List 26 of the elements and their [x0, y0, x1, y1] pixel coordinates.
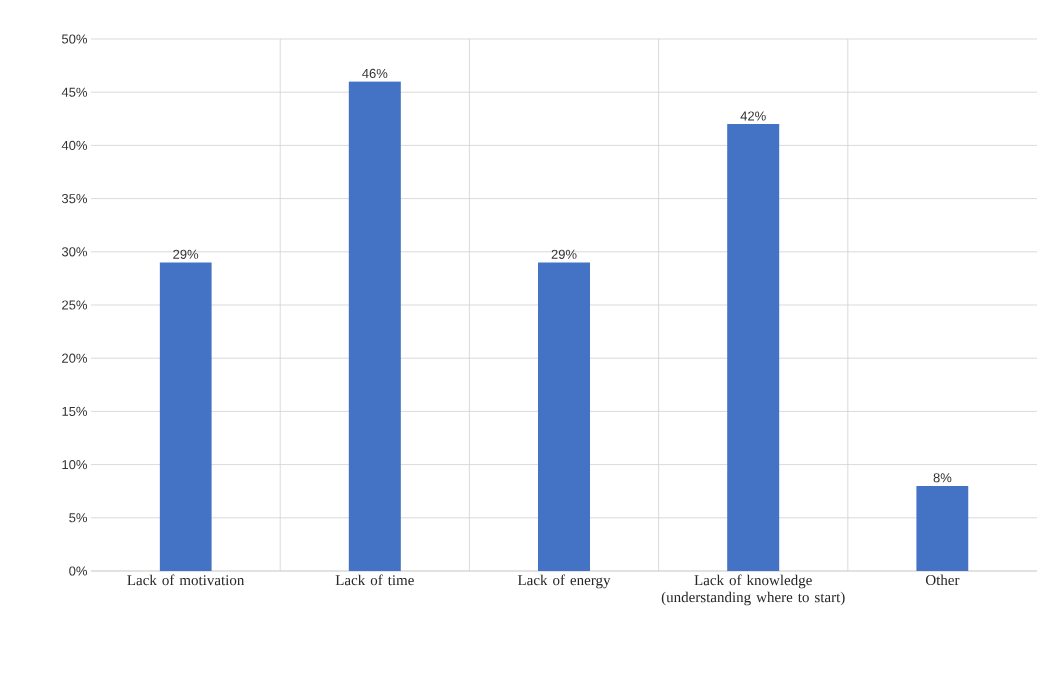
y-tick-label: 5%	[69, 513, 88, 523]
y-tick-label: 20%	[62, 353, 88, 363]
bar	[348, 81, 401, 571]
y-tick-label: 45%	[61, 87, 88, 97]
bar	[727, 124, 780, 571]
bar	[159, 262, 212, 571]
data-label: 29%	[173, 249, 199, 259]
y-tick-label: 15%	[62, 406, 88, 416]
y-tick-label: 25%	[62, 300, 88, 310]
bar	[538, 262, 591, 571]
x-tick-label: Other	[925, 574, 960, 586]
y-tick-label: 40%	[61, 140, 88, 150]
y-tick-label: 35%	[61, 193, 88, 204]
y-tick-label: 30%	[61, 247, 88, 257]
data-label: 29%	[551, 249, 577, 259]
y-tick-label: 10%	[62, 459, 88, 470]
data-label: 42%	[740, 111, 766, 121]
y-tick-label: 0%	[69, 566, 88, 576]
y-tick-label: 50%	[61, 34, 88, 44]
x-tick-label: Lack of motivation	[127, 574, 245, 586]
data-label: 8%	[933, 473, 952, 483]
data-label: 46%	[362, 68, 388, 79]
x-tick-label: Lack of energy	[517, 574, 611, 589]
bar	[916, 485, 969, 571]
x-tick-label: Lack of knowledge (understanding where to start)	[661, 574, 845, 606]
x-tick-label: Lack of time	[335, 574, 414, 586]
